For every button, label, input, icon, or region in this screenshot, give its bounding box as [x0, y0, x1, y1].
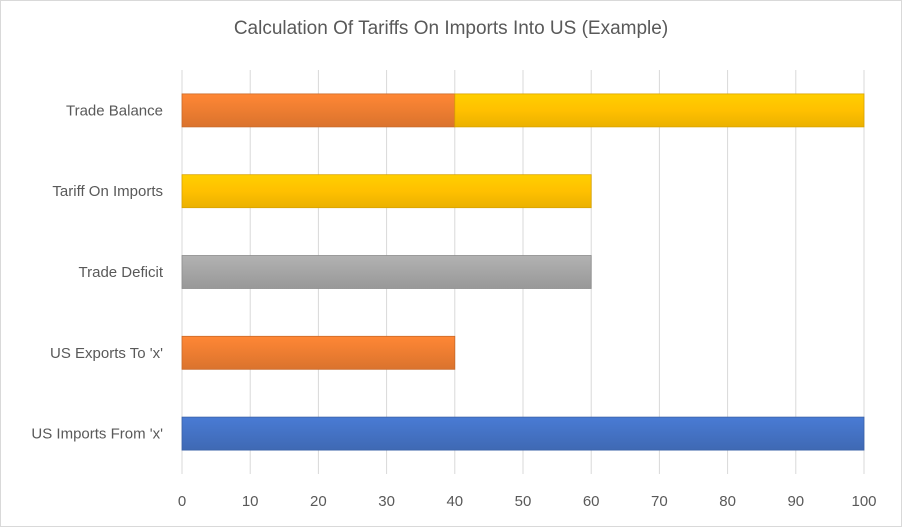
- category-label: Trade Deficit: [79, 264, 164, 281]
- bar-segment: [181, 335, 456, 370]
- x-tick-label: 40: [446, 493, 463, 510]
- bar-segment: [181, 416, 865, 451]
- category-label: Tariff On Imports: [52, 183, 163, 200]
- x-tick-label: 60: [583, 493, 600, 510]
- bar-segment: [181, 255, 592, 289]
- category-label: US Exports To 'x': [50, 345, 163, 362]
- x-tick-label: 80: [719, 493, 736, 510]
- x-tick-label: 70: [651, 493, 668, 510]
- x-tick-label: 50: [515, 493, 532, 510]
- chart-title: Calculation Of Tariffs On Imports Into U…: [233, 18, 669, 39]
- x-tick-label: 30: [378, 493, 395, 510]
- category-label: Trade Balance: [66, 102, 163, 119]
- x-tick-label: 90: [787, 493, 804, 510]
- x-tick-label: 10: [242, 493, 259, 510]
- x-tick-label: 0: [178, 493, 186, 510]
- bar-segment: [181, 174, 592, 209]
- category-label: US Imports From 'x': [31, 426, 163, 443]
- bar-segment: [181, 93, 456, 128]
- x-tick-label: 20: [310, 493, 327, 510]
- bar-segment: [454, 93, 865, 128]
- x-tick-label: 100: [851, 493, 876, 510]
